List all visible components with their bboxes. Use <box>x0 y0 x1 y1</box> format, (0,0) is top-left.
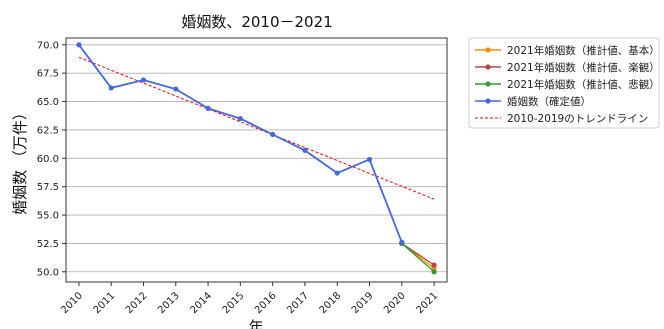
legend-label: 婚姻数（確定値） <box>507 95 591 108</box>
x-tick-label: 2011 <box>92 290 118 316</box>
x-tick-label: 2016 <box>253 290 279 316</box>
x-tick-label: 2018 <box>318 290 344 316</box>
data-point <box>270 131 276 138</box>
y-axis-label: 婚姻数 （万件） <box>11 105 29 215</box>
x-tick-label: 2021 <box>414 290 440 316</box>
data-point <box>108 85 114 91</box>
legend: 2021年婚姻数（推計値、基本） 2021年婚姻数（推計値、楽観） 2021年婚姻数… <box>468 37 660 129</box>
series-line-1 <box>401 242 435 266</box>
y-tick-label: 60.0 <box>37 154 59 165</box>
x-axis-ticks: 2010 2011 2012 2013 2014 2015 2016 2017 2018 2019… <box>59 282 440 316</box>
y-tick-label: 52.5 <box>37 239 59 250</box>
data-point <box>140 77 147 83</box>
data-point <box>431 262 437 268</box>
y-tick-label: 70.0 <box>37 40 59 51</box>
legend-label: 2010-2019のトレンドライン <box>507 113 648 125</box>
data-point <box>366 156 373 163</box>
y-tick-label: 62.5 <box>37 125 59 136</box>
y-tick-label: 57.5 <box>37 182 59 193</box>
legend-label: 2021年婚姻数（推計値、基本） <box>507 44 660 57</box>
data-point <box>205 105 211 111</box>
y-tick-label: 67.5 <box>37 69 59 80</box>
y-tick-label: 65.0 <box>37 97 59 108</box>
legend-marker <box>485 81 491 87</box>
data-point <box>399 239 405 245</box>
data-point <box>302 147 308 153</box>
x-tick-label: 2017 <box>285 290 311 316</box>
legend-marker <box>485 64 491 70</box>
data-point <box>431 269 437 275</box>
x-tick-label: 2012 <box>124 290 150 316</box>
legend-label: 2021年婚姻数（推計値、悲観） <box>507 78 660 91</box>
data-point <box>76 42 82 48</box>
x-axis-label: 年 <box>248 318 263 329</box>
y-axis-ticks: 50.0 52.5 55.0 57.5 60.0 62.5 65.0 67.5 70.0 <box>37 40 66 278</box>
plot-frame <box>65 37 448 283</box>
data-point <box>173 86 179 92</box>
series-lines <box>76 42 437 275</box>
data-point <box>237 115 243 122</box>
y-tick-label: 55.0 <box>37 211 59 222</box>
y-tick-label: 50.0 <box>37 267 59 278</box>
legend-marker <box>485 98 491 104</box>
x-tick-label: 2015 <box>221 290 247 316</box>
x-tick-label: 2013 <box>156 290 182 316</box>
chart-title: 婚姻数、2010－2021 <box>181 13 332 31</box>
legend-box <box>468 37 660 129</box>
legend-label: 2021年婚姻数（推計値、楽観） <box>507 61 660 74</box>
x-tick-label: 2010 <box>59 290 85 316</box>
series-line-2 <box>401 242 435 273</box>
x-tick-label: 2020 <box>382 290 408 316</box>
data-point <box>334 170 340 176</box>
legend-marker <box>485 47 491 53</box>
x-tick-label: 2019 <box>350 290 376 316</box>
series-line-4 <box>78 56 435 200</box>
x-tick-label: 2014 <box>188 290 214 316</box>
series-line-3 <box>78 44 403 243</box>
grid-lines <box>66 44 447 273</box>
